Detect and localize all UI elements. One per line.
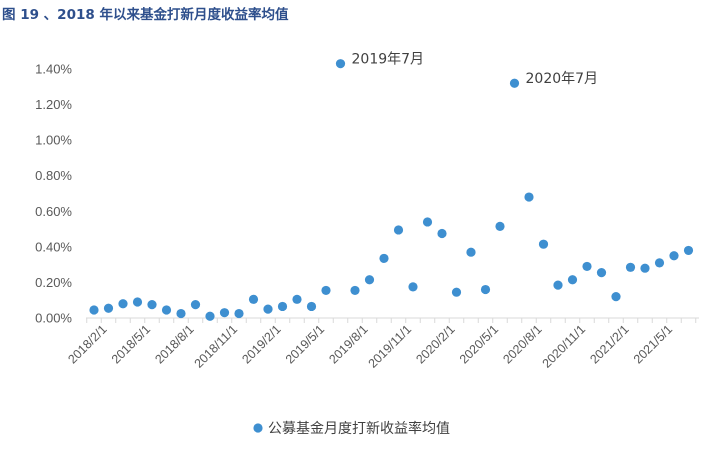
data-point (103, 303, 114, 313)
data-point (350, 285, 360, 296)
x-tick-label: 2018/5/1 (109, 322, 153, 366)
data-point (611, 292, 621, 302)
x-tick-label: 2018/11/1 (192, 322, 241, 371)
x-tick-label: 2020/11/1 (540, 322, 589, 371)
data-point (495, 221, 505, 232)
data-point (132, 297, 143, 307)
data-point (596, 268, 607, 278)
y-tick-label: 0.20% (35, 275, 72, 290)
data-point (654, 258, 665, 268)
data-point (640, 263, 650, 273)
data-point (625, 262, 636, 272)
data-points (89, 59, 694, 321)
data-point (451, 287, 462, 297)
x-tick-label: 2020/8/1 (500, 322, 544, 366)
legend-marker (253, 423, 263, 433)
data-point (335, 59, 346, 69)
data-point (509, 78, 520, 88)
x-axis-ticks (86, 318, 697, 323)
x-tick-label: 2020/2/1 (413, 322, 457, 366)
x-tick-label: 2019/5/1 (283, 322, 327, 366)
data-point (147, 300, 157, 310)
data-point (277, 301, 288, 312)
annotation-label: 2019年7月 (352, 52, 425, 68)
y-tick-label: 1.20% (35, 97, 72, 112)
y-tick-label: 0.00% (35, 311, 72, 326)
y-tick-label: 1.00% (35, 133, 72, 148)
data-point (306, 301, 317, 312)
data-point (219, 308, 230, 318)
annotations: 2019年7月 2020年7月 (352, 52, 599, 88)
data-point (466, 247, 476, 257)
data-point (248, 294, 259, 304)
data-point (408, 282, 418, 292)
x-tick-label: 2019/8/1 (326, 322, 370, 366)
data-point (190, 300, 201, 310)
data-point (205, 311, 215, 321)
legend-label: 公募基金月度打新收益率均值 (268, 420, 450, 437)
x-tick-label: 2021/2/1 (587, 322, 631, 366)
data-point (683, 245, 694, 256)
data-point (669, 251, 679, 261)
data-point (321, 285, 331, 296)
y-tick-label: 0.40% (35, 239, 72, 254)
x-tick-label: 2019/11/1 (366, 322, 415, 371)
data-point (553, 280, 563, 290)
data-point (364, 275, 375, 285)
annotation-label: 2020年7月 (526, 71, 599, 87)
y-tick-label: 0.80% (35, 168, 72, 183)
data-point (437, 228, 447, 239)
data-point (118, 299, 128, 309)
x-tick-label: 2021/5/1 (631, 322, 675, 366)
x-tick-label: 2019/2/1 (239, 322, 283, 366)
data-point (393, 225, 404, 235)
y-tick-label: 1.40% (35, 62, 72, 77)
data-point (524, 192, 534, 202)
y-axis-tick-labels: 0.00% 0.20% 0.40% 0.60% 0.80% 1.00% 1.20% 1.40% (35, 62, 72, 326)
data-point (234, 308, 244, 319)
figure-title: 图 19 、2018 年以来基金打新月度收益率均值 (2, 7, 289, 23)
data-point (161, 305, 172, 315)
data-point (263, 304, 273, 314)
x-tick-label: 2020/5/1 (457, 322, 501, 366)
data-point (480, 284, 491, 295)
x-tick-label: 2018/2/1 (65, 322, 109, 366)
legend: 公募基金月度打新收益率均值 (253, 420, 450, 437)
data-point (582, 261, 592, 272)
data-point (567, 275, 578, 285)
data-point (422, 217, 433, 227)
data-point (176, 308, 186, 319)
data-point (292, 294, 302, 304)
x-tick-label: 2018/8/1 (152, 322, 196, 366)
data-point (379, 253, 389, 264)
data-point (89, 305, 99, 315)
y-tick-label: 0.60% (35, 204, 72, 219)
data-point (538, 239, 549, 249)
